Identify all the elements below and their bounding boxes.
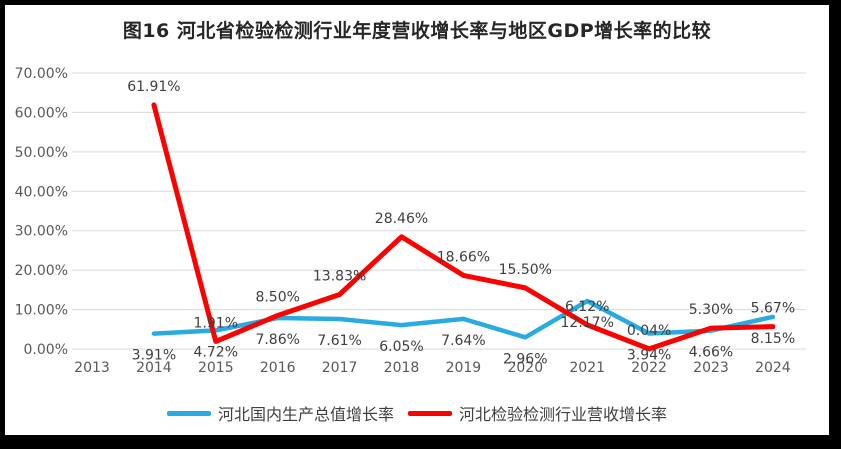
data-label-hebei-inspection-revenue-growth: 18.66% (437, 249, 490, 265)
x-axis-label: 2013 (74, 360, 110, 376)
x-axis-label: 2024 (755, 360, 791, 376)
data-label-hebei-inspection-revenue-growth: 13.83% (313, 268, 366, 284)
chart-background (5, 5, 829, 435)
data-label-hebei-gdp-growth: 7.61% (317, 333, 361, 349)
x-axis-label: 2019 (446, 360, 482, 376)
y-axis-tick-label: 60.00% (15, 105, 68, 121)
data-label-hebei-gdp-growth: 7.86% (255, 332, 299, 348)
data-label-hebei-gdp-growth: 3.94% (627, 347, 671, 363)
x-axis-label: 2022 (631, 360, 667, 376)
y-axis-tick-label: 10.00% (15, 303, 68, 319)
x-axis-label: 2023 (693, 360, 729, 376)
series-line-hebei-gdp-growth (151, 298, 776, 340)
series-line-hebei-inspection-revenue-growth (151, 102, 776, 352)
x-axis-label: 2017 (322, 360, 358, 376)
x-axis-label: 2018 (384, 360, 420, 376)
data-label-hebei-inspection-revenue-growth: 0.04% (627, 323, 671, 339)
y-axis-tick-label: 40.00% (15, 184, 68, 200)
data-label-hebei-gdp-growth: 8.15% (751, 331, 795, 347)
x-axis-label: 2014 (136, 360, 172, 376)
data-label-hebei-gdp-growth: 4.72% (194, 344, 238, 360)
data-label-hebei-inspection-revenue-growth: 5.67% (751, 301, 795, 317)
legend-label-revenue: 河北检验检测行业营收增长率 (459, 405, 668, 424)
x-axis-label: 2015 (198, 360, 234, 376)
legend-item-gdp: 河北国内生产总值增长率 (166, 401, 394, 425)
y-axis-tick-label: 0.00% (24, 342, 68, 358)
data-label-hebei-inspection-revenue-growth: 5.30% (689, 302, 733, 318)
legend: 河北国内生产总值增长率 河北检验检测行业营收增长率 (5, 401, 829, 425)
data-label-hebei-inspection-revenue-growth: 6.12% (565, 299, 609, 315)
data-label-hebei-gdp-growth: 3.91% (132, 348, 176, 364)
legend-line-swatch-gdp (166, 410, 211, 416)
data-label-hebei-inspection-revenue-growth: 1.91% (194, 315, 238, 331)
data-label-hebei-gdp-growth: 2.96% (503, 351, 547, 367)
data-label-hebei-inspection-revenue-growth: 28.46% (375, 211, 428, 227)
x-axis-label: 2016 (260, 360, 296, 376)
y-axis-tick-label: 50.00% (15, 145, 68, 161)
legend-item-revenue: 河北检验检测行业营收增长率 (408, 401, 667, 425)
data-label-hebei-gdp-growth: 6.05% (379, 339, 423, 355)
data-label-hebei-gdp-growth: 12.17% (561, 315, 614, 331)
data-label-hebei-gdp-growth: 4.66% (689, 345, 733, 361)
data-label-hebei-inspection-revenue-growth: 8.50% (255, 289, 299, 305)
y-axis-tick-label: 30.00% (15, 224, 68, 240)
data-label-hebei-gdp-growth: 7.64% (441, 333, 485, 349)
data-label-hebei-inspection-revenue-growth: 61.91% (127, 79, 180, 95)
x-axis-label: 2020 (507, 360, 543, 376)
legend-line-swatch-revenue (408, 410, 452, 416)
x-axis-label: 2021 (569, 360, 605, 376)
chart-title: 图16 河北省检验检测行业年度营收增长率与地区GDP增长率的比较 (122, 20, 712, 42)
data-label-hebei-inspection-revenue-growth: 15.50% (499, 262, 552, 278)
y-axis-tick-label: 70.00% (15, 66, 68, 82)
y-axis-tick-label: 20.00% (15, 263, 68, 279)
legend-label-gdp: 河北国内生产总值增长率 (217, 405, 394, 424)
